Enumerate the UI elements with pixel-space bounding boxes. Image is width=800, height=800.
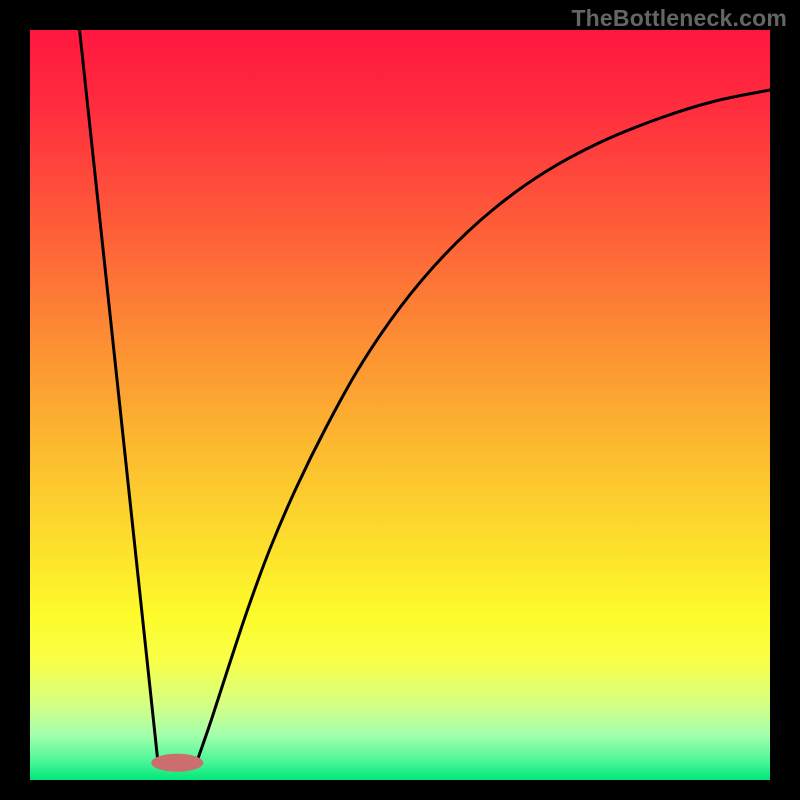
- watermark-text: TheBottleneck.com: [571, 5, 787, 32]
- chart-frame: TheBottleneck.com: [0, 0, 800, 800]
- plot-area: [30, 30, 770, 780]
- plot-svg: [30, 30, 770, 780]
- gradient-background: [30, 30, 770, 780]
- bottleneck-marker: [151, 754, 203, 772]
